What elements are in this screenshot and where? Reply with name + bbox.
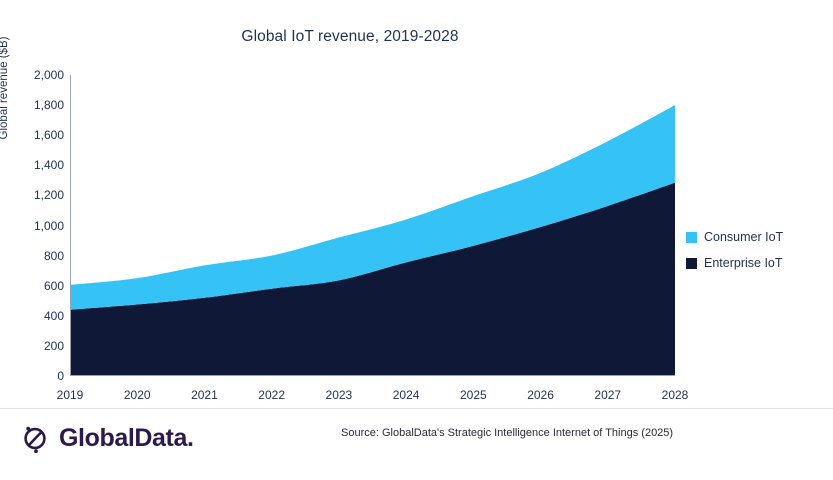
- brand-logo: GlobalData.: [18, 421, 194, 455]
- legend-item[interactable]: Enterprise IoT: [686, 252, 783, 274]
- x-tick-label: 2021: [169, 388, 239, 402]
- x-tick-label: 2025: [438, 388, 508, 402]
- x-tick-label: 2023: [304, 388, 374, 402]
- x-tick-label: 2024: [371, 388, 441, 402]
- chart-legend: Consumer IoT Enterprise IoT: [686, 226, 783, 278]
- x-tick-label: 2019: [35, 388, 105, 402]
- globaldata-logo-icon: [18, 421, 52, 455]
- legend-swatch-icon: [686, 258, 697, 269]
- legend-item-label: Enterprise IoT: [704, 256, 783, 270]
- legend-item-label: Consumer IoT: [704, 230, 783, 244]
- plot-area: [70, 75, 675, 376]
- x-tick-label: 2028: [640, 388, 710, 402]
- source-note: Source: GlobalData's Strategic Intellige…: [341, 427, 673, 439]
- x-tick-label: 2020: [102, 388, 172, 402]
- chart-figure: Global IoT revenue, 2019-2028 Global rev…: [0, 0, 833, 480]
- legend-item[interactable]: Consumer IoT: [686, 226, 783, 248]
- stacked-area-plot: [70, 75, 675, 376]
- x-tick-label: 2022: [237, 388, 307, 402]
- x-tick-label: 2026: [506, 388, 576, 402]
- footer-divider: [0, 408, 833, 409]
- legend-swatch-icon: [686, 232, 697, 243]
- brand-name: GlobalData.: [59, 424, 194, 453]
- x-tick-label: 2027: [573, 388, 643, 402]
